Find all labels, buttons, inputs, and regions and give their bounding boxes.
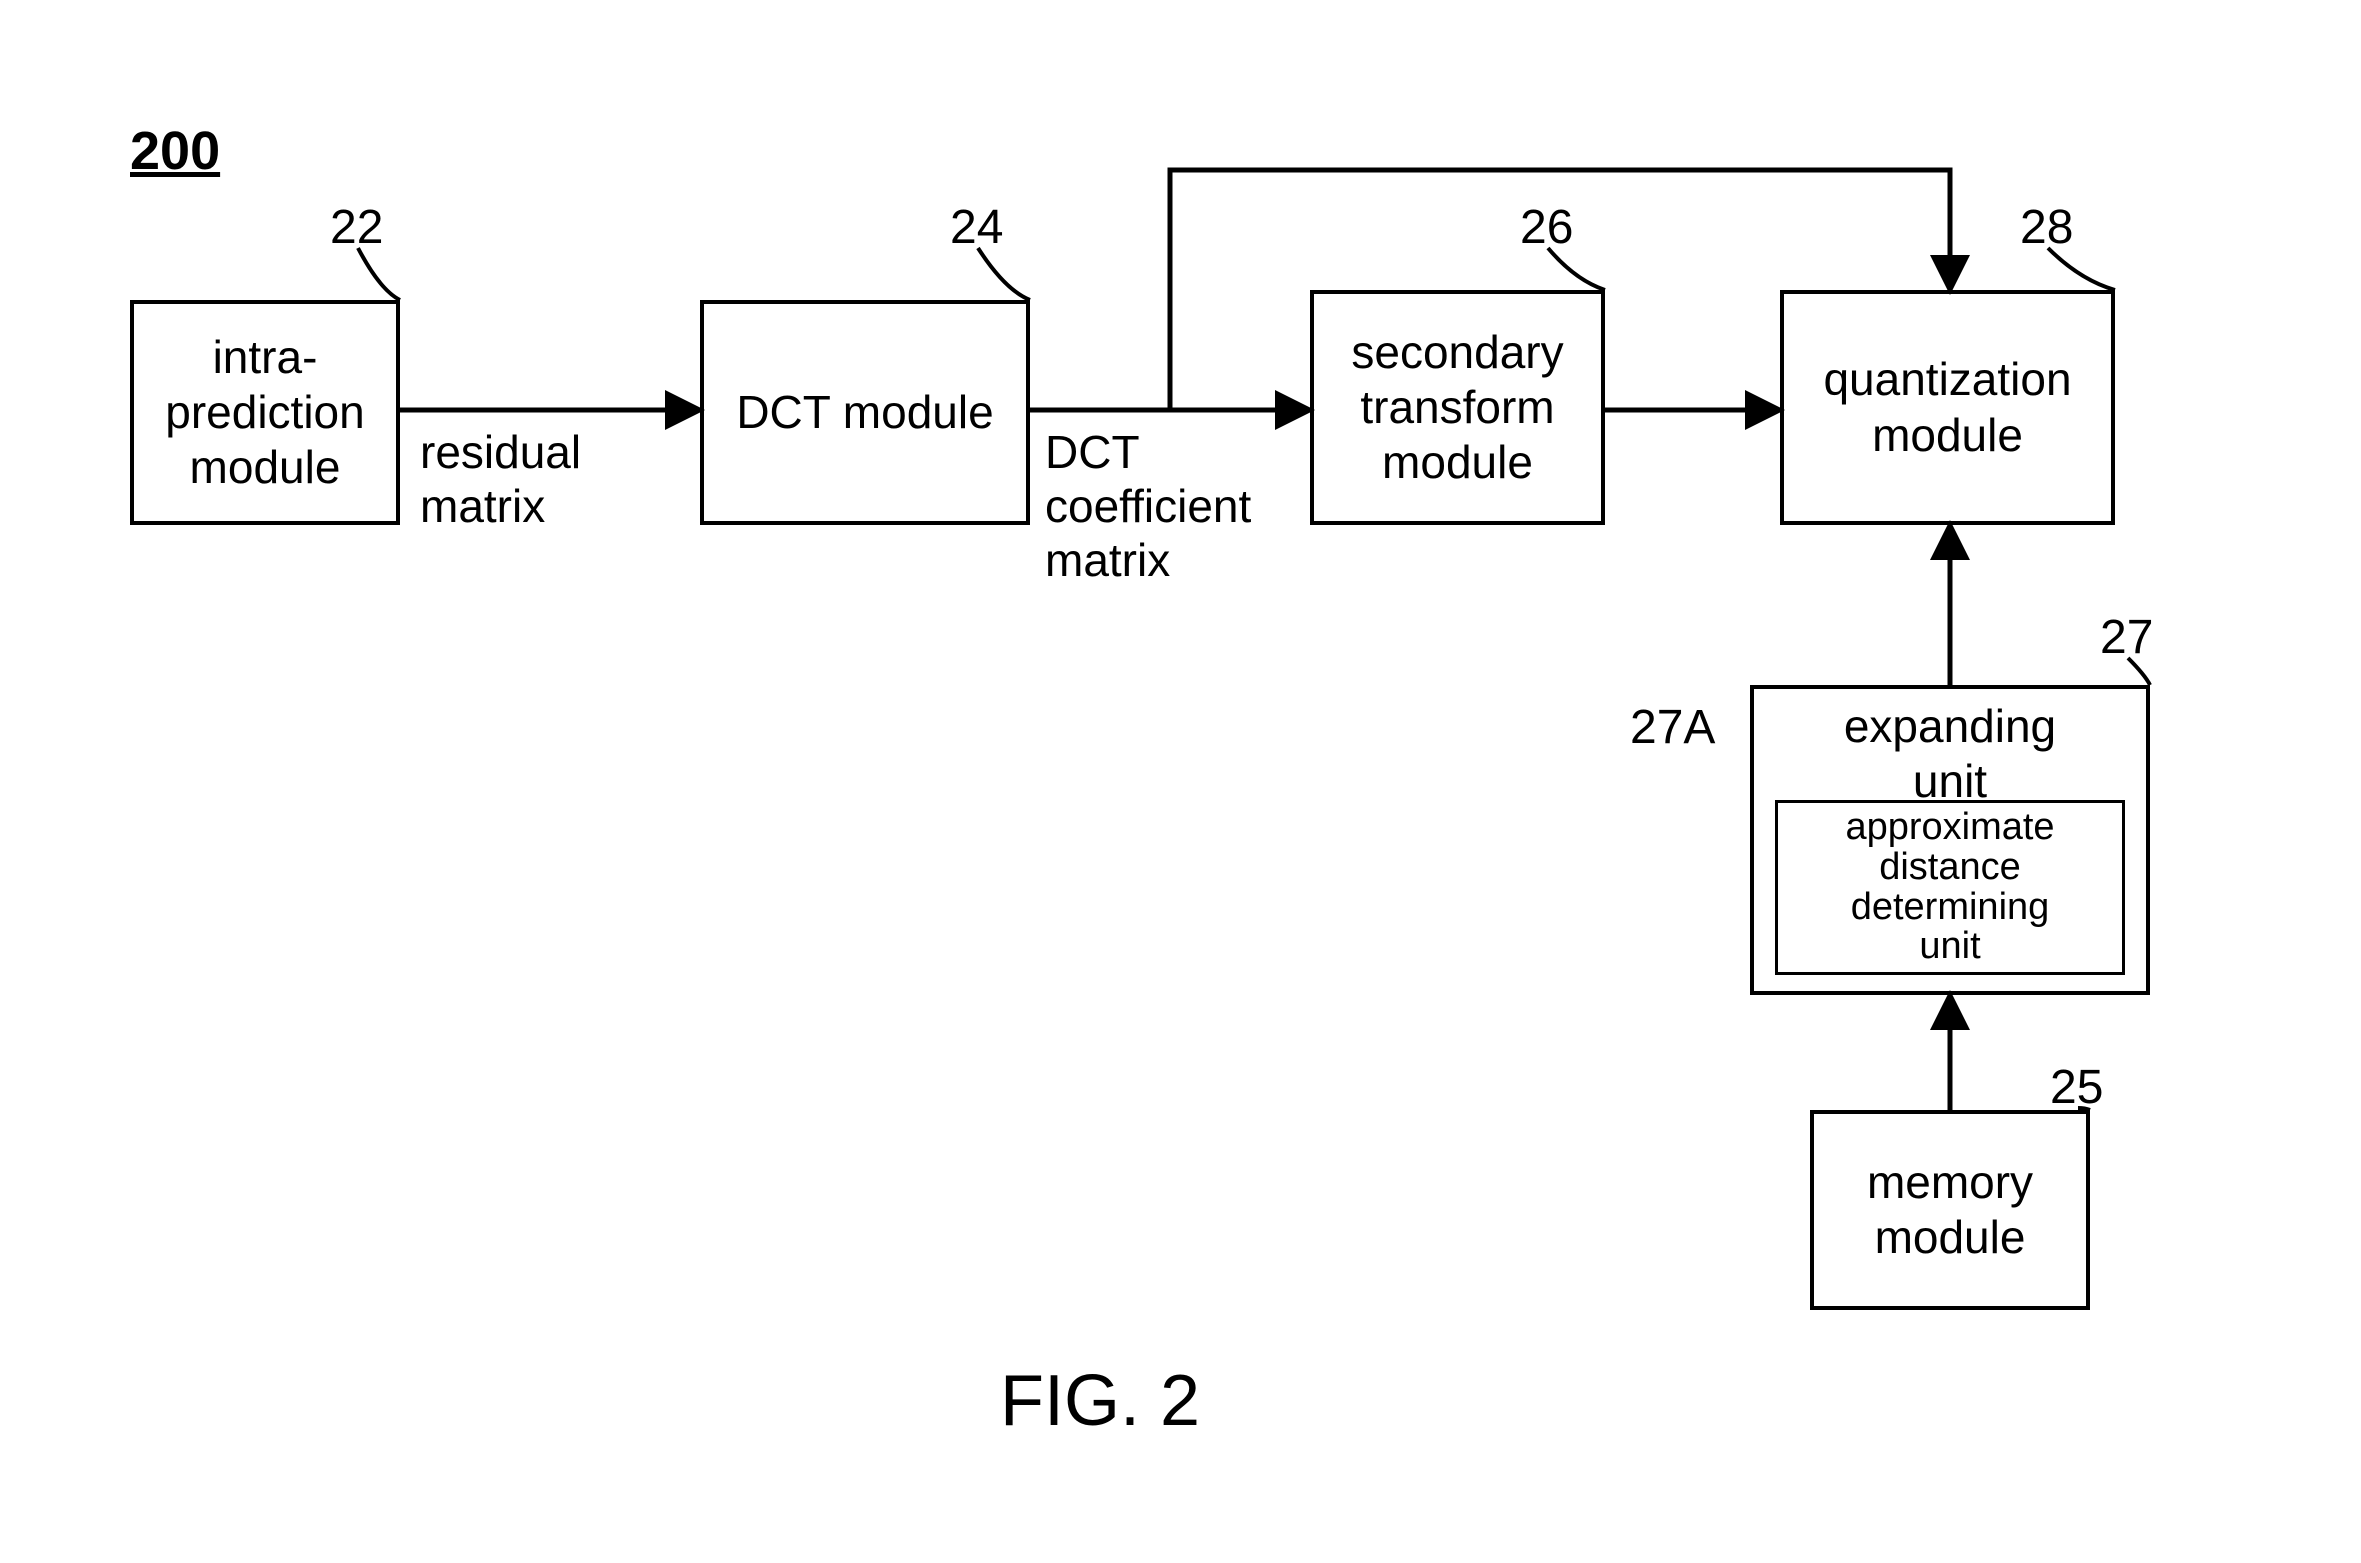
node-quantization: quantizationmodule	[1780, 290, 2115, 525]
node-dct: DCT module	[700, 300, 1030, 525]
node-label: DCT module	[736, 385, 993, 440]
node-label: memorymodule	[1867, 1155, 2033, 1265]
diagram-title: 200	[130, 120, 220, 182]
ref-25: 25	[2050, 1060, 2103, 1115]
node-label: secondarytransformmodule	[1351, 325, 1563, 491]
ref-28: 28	[2020, 200, 2073, 255]
ref-24: 24	[950, 200, 1003, 255]
node-label: expandingunit	[1844, 699, 2056, 809]
node-approx-distance: approximatedistancedeterminingunit	[1775, 800, 2125, 975]
ref-27: 27	[2100, 610, 2153, 665]
figure-label: FIG. 2	[1000, 1360, 1200, 1442]
node-secondary-transform: secondarytransformmodule	[1310, 290, 1605, 525]
node-label: approximatedistancedeterminingunit	[1845, 808, 2054, 968]
node-label: quantizationmodule	[1823, 352, 2071, 462]
block-diagram: 200 intra-predictionmodule 22 DCT module…	[0, 0, 2361, 1563]
node-memory: memorymodule	[1810, 1110, 2090, 1310]
edge-label-residual: residualmatrix	[420, 425, 581, 533]
edge-label-dct-coef: DCTcoefficientmatrix	[1045, 425, 1251, 587]
ref-26: 26	[1520, 200, 1573, 255]
ref-22: 22	[330, 200, 383, 255]
ref-27a: 27A	[1630, 700, 1715, 755]
node-label: intra-predictionmodule	[165, 330, 364, 496]
node-intra-prediction: intra-predictionmodule	[130, 300, 400, 525]
